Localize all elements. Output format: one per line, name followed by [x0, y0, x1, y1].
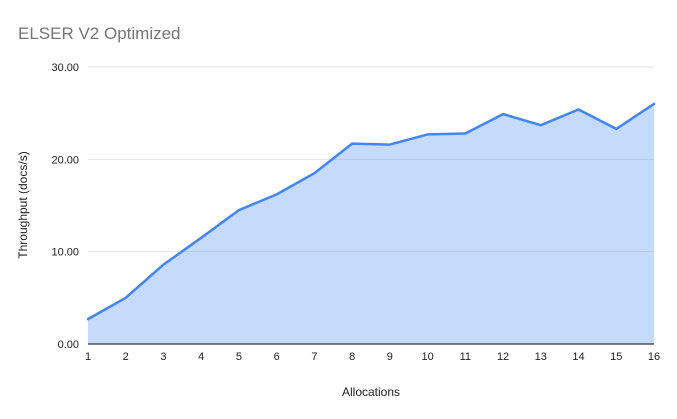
- x-tick-label: 9: [387, 351, 393, 363]
- x-tick-label: 10: [421, 351, 433, 363]
- y-tick-label: 10.00: [51, 247, 79, 259]
- x-tick-label: 2: [123, 351, 129, 363]
- x-tick-label: 16: [648, 351, 660, 363]
- y-tick-label: 30.00: [51, 62, 79, 74]
- x-tick-label: 15: [610, 351, 622, 363]
- y-tick-label: 0.00: [58, 339, 79, 351]
- x-tick-label: 4: [198, 351, 204, 363]
- y-tick-label: 20.00: [51, 154, 79, 166]
- chart-title: ELSER V2 Optimized: [18, 24, 181, 43]
- x-tick-label: 11: [460, 351, 471, 363]
- x-tick-label: 12: [497, 351, 509, 363]
- x-axis-title: Allocations: [341, 385, 401, 399]
- x-tick-label: 13: [535, 351, 547, 363]
- x-tick-label: 6: [274, 351, 280, 363]
- x-tick-label: 8: [349, 351, 355, 363]
- x-tick-label: 14: [572, 351, 584, 363]
- x-tick-label: 3: [160, 351, 166, 363]
- x-tick-label: 5: [236, 351, 242, 363]
- x-tick-label: 7: [311, 351, 317, 363]
- area-fill: [88, 103, 654, 345]
- x-tick-label: 1: [85, 351, 91, 363]
- series-line: [86, 102, 656, 321]
